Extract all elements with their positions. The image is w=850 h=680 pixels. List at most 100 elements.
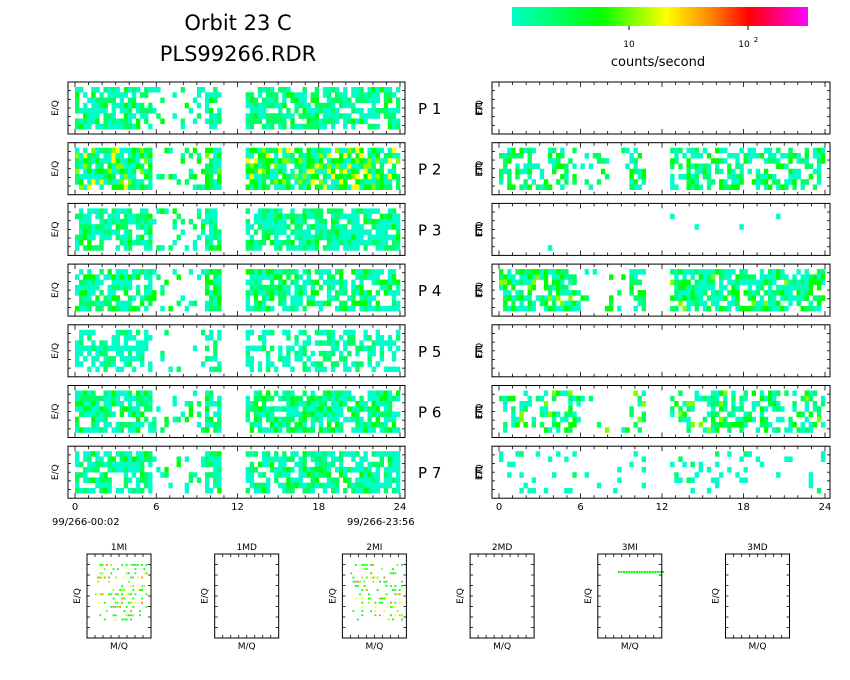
heatmap-cell — [363, 245, 368, 251]
scatter-point — [401, 618, 403, 621]
heatmap-cell — [363, 269, 368, 275]
heatmap-cell — [739, 168, 744, 175]
heatmap-cell — [168, 305, 173, 312]
heatmap-cell — [719, 472, 724, 478]
heatmap-cell — [359, 184, 364, 190]
scatter-point — [139, 589, 141, 591]
heatmap-cell — [144, 295, 149, 301]
heatmap-cell — [209, 224, 214, 230]
heatmap-cell — [135, 87, 141, 93]
heatmap-cell — [339, 461, 344, 468]
heatmap-cell — [371, 295, 376, 301]
heatmap-cell — [196, 102, 202, 109]
heatmap-cell — [99, 208, 104, 214]
heatmap-cell — [131, 269, 137, 275]
heatmap-cell — [318, 451, 324, 457]
heatmap-cell — [180, 411, 185, 418]
heatmap-cell — [87, 234, 92, 241]
heatmap-cell — [257, 184, 263, 190]
heatmap-cell — [763, 274, 769, 280]
heatmap-cell — [205, 472, 210, 478]
heatmap-cell — [95, 461, 100, 468]
heatmap-cell — [694, 472, 699, 478]
heatmap-cell — [560, 300, 565, 307]
heatmap-cell — [302, 427, 307, 433]
heatmap-cell — [584, 152, 589, 159]
heatmap-cell — [596, 422, 602, 428]
heatmap-cell — [257, 416, 263, 423]
heatmap-cell — [257, 168, 263, 175]
heatmap-cell — [572, 395, 577, 402]
heatmap-cell — [148, 108, 153, 114]
heatmap-cell — [91, 179, 96, 185]
heatmap-cell — [310, 487, 315, 494]
heatmap-cell — [351, 218, 356, 225]
heatmap-cell — [253, 411, 259, 418]
heatmap-cell — [387, 218, 393, 225]
heatmap-cell — [596, 152, 602, 159]
heatmap-cell — [286, 477, 291, 483]
heatmap-cell — [176, 416, 181, 423]
heatmap-cell — [347, 305, 352, 312]
heatmap-cell — [812, 184, 818, 190]
heatmap-cell — [387, 335, 393, 341]
heatmap-cell — [359, 179, 364, 185]
heatmap-cell — [257, 305, 263, 312]
heatmap-cell — [335, 239, 340, 246]
heatmap-cell — [95, 466, 100, 473]
heatmap-cell — [330, 184, 336, 190]
heatmap-cell — [253, 168, 259, 175]
ylabel-eq: E/Q — [475, 100, 485, 116]
heatmap-cell — [731, 179, 736, 185]
heatmap-cell — [767, 274, 773, 280]
heatmap-cell — [119, 168, 125, 175]
heatmap-cell — [213, 168, 218, 175]
heatmap-cell — [140, 108, 145, 114]
heatmap-cell — [527, 163, 532, 169]
heatmap-cell — [87, 466, 92, 473]
heatmap-cell — [103, 173, 108, 180]
heatmap-cell — [310, 245, 315, 251]
heatmap-cell — [359, 482, 364, 489]
heatmap-cell — [391, 487, 397, 494]
heatmap-cell — [731, 269, 736, 275]
heatmap-cell — [375, 239, 380, 246]
heatmap-cell — [330, 361, 336, 367]
scatter-point — [130, 576, 132, 579]
heatmap-cell — [682, 401, 687, 407]
heatmap-cell — [270, 113, 275, 119]
heatmap-cell — [209, 118, 214, 125]
heatmap-cell — [780, 163, 785, 169]
heatmap-cell — [503, 168, 508, 175]
heatmap-cell — [335, 345, 340, 352]
heatmap-cell — [119, 269, 125, 275]
heatmap-cell — [503, 158, 508, 164]
heatmap-cell — [261, 224, 267, 230]
heatmap-cell — [79, 179, 84, 185]
heatmap-cell — [556, 179, 561, 185]
heatmap-cell — [556, 152, 561, 159]
heatmap-cell — [682, 152, 687, 159]
heatmap-cell — [213, 179, 218, 185]
heatmap-cell — [180, 158, 185, 164]
heatmap-cell — [253, 213, 259, 220]
heatmap-cell — [322, 356, 328, 362]
heatmap-cell — [682, 290, 687, 296]
heatmap-cell — [515, 305, 520, 312]
heatmap-cell — [148, 269, 153, 275]
heatmap-cell — [633, 147, 638, 154]
heatmap-cell — [265, 427, 271, 433]
heatmap-cell — [539, 173, 545, 180]
heatmap-cell — [115, 213, 120, 220]
heatmap-cell — [351, 466, 356, 473]
heatmap-cell — [99, 234, 104, 241]
heatmap-cell — [306, 487, 311, 494]
heatmap-cell — [339, 472, 344, 478]
heatmap-cell — [706, 395, 712, 402]
heatmap-cell — [743, 290, 748, 296]
heatmap-cell — [278, 108, 283, 114]
heatmap-cell — [91, 102, 96, 109]
heatmap-cell — [111, 284, 116, 291]
heatmap-cell — [674, 147, 679, 154]
heatmap-cell — [140, 184, 145, 190]
